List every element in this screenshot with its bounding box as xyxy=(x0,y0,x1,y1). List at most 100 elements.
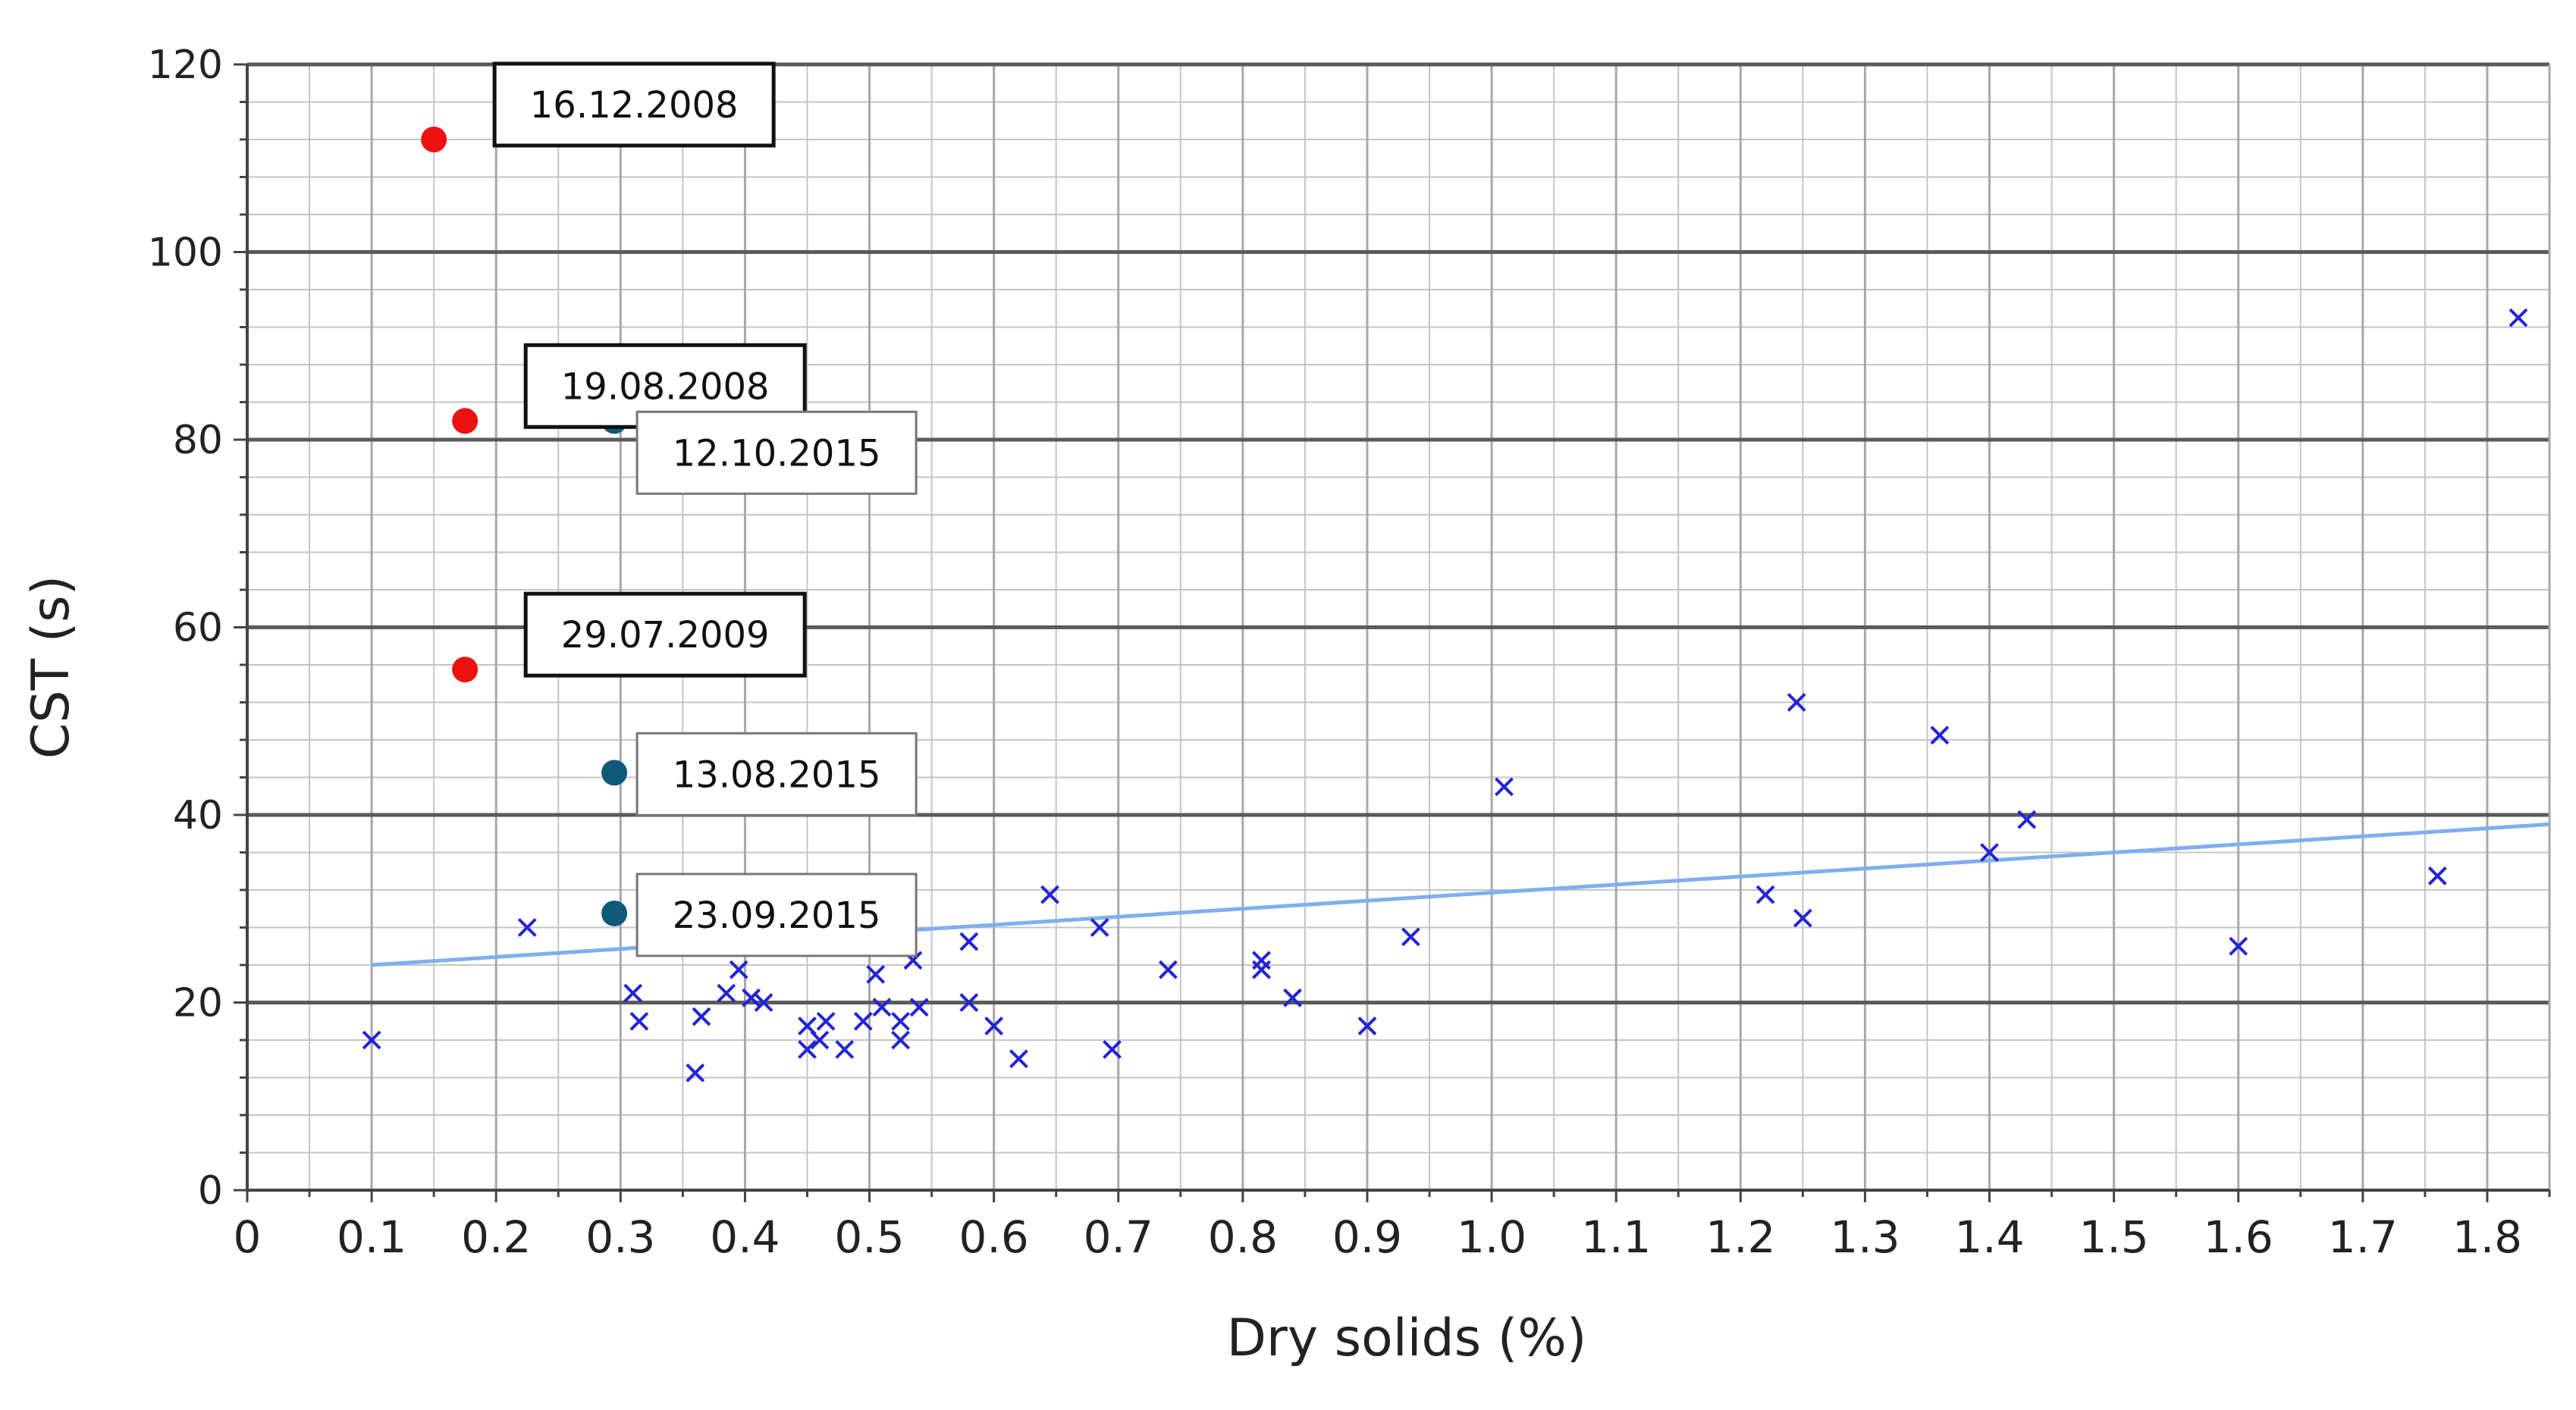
x-marker-point xyxy=(835,1039,855,1059)
x-marker-point xyxy=(853,1011,873,1031)
x-marker-point xyxy=(517,918,537,937)
x-tick-label: 0.9 xyxy=(1332,1211,1402,1263)
x-tick-label: 1.5 xyxy=(2079,1211,2148,1263)
x-tick-label: 1.0 xyxy=(1457,1211,1526,1263)
x-marker-point xyxy=(1158,960,1178,979)
y-tick-label: 60 xyxy=(173,606,223,651)
annotation-box xyxy=(635,410,918,495)
x-marker-point xyxy=(1357,1017,1377,1036)
x-marker-stroke xyxy=(692,1007,711,1026)
y-tick-label: 0 xyxy=(198,1168,223,1214)
x-marker-point xyxy=(891,1030,910,1050)
x-marker-stroke xyxy=(984,1017,1004,1036)
x-marker-point xyxy=(686,1063,705,1083)
annotation-box xyxy=(523,591,807,678)
x-marker-stroke xyxy=(1283,988,1302,1007)
x-marker-point xyxy=(866,964,886,984)
annotation-label: 12.10.2015 xyxy=(673,432,881,475)
annotation-label: 29.07.2009 xyxy=(561,614,770,656)
x-marker-stroke xyxy=(891,1030,910,1050)
x-marker-stroke xyxy=(909,998,929,1017)
x-marker-stroke xyxy=(742,988,761,1007)
tick-labels: 0 20 40 60 80 100 120 0 0.1 0.2 0.3 0.4 0.5 0.6 0.7 0.8… xyxy=(148,42,2522,1263)
annotation-box xyxy=(635,873,918,957)
labelled-2008-2009-point xyxy=(452,408,478,434)
x-marker-point xyxy=(742,988,761,1007)
x-marker-stroke xyxy=(810,1030,830,1050)
x-tick-label: 0.4 xyxy=(710,1211,780,1263)
x-marker-point xyxy=(1793,908,1812,928)
x-marker-stroke xyxy=(629,1011,649,1031)
x-tick-label: 1.6 xyxy=(2204,1211,2273,1263)
x-marker-point xyxy=(717,983,736,1003)
x-tick-label: 0.8 xyxy=(1208,1211,1278,1263)
annotation-label: 19.08.2008 xyxy=(561,365,770,408)
x-marker-point xyxy=(1252,960,1271,979)
x-marker-stroke xyxy=(729,960,748,979)
y-axis-title: CST (s) xyxy=(21,575,81,759)
x-marker-stroke xyxy=(1252,960,1271,979)
annotation-callout: 19.08.2008 xyxy=(523,343,807,429)
x-marker-stroke xyxy=(1009,1049,1028,1069)
y-tick-label: 120 xyxy=(148,42,223,88)
x-tick-label: 0.7 xyxy=(1084,1211,1153,1263)
x-marker-stroke xyxy=(2509,308,2528,327)
x-marker-stroke xyxy=(517,918,537,937)
x-marker-point xyxy=(729,960,748,979)
x-marker-stroke xyxy=(2427,866,2447,885)
y-tick-label: 80 xyxy=(173,418,223,463)
x-marker-point xyxy=(816,1011,836,1031)
x-marker-point xyxy=(909,998,929,1017)
x-tick-label: 0 xyxy=(234,1211,262,1263)
x-tick-label: 1.7 xyxy=(2328,1211,2398,1263)
x-marker-stroke xyxy=(853,1011,873,1031)
x-tick-label: 0.3 xyxy=(585,1211,655,1263)
annotation-callout: 12.10.2015 xyxy=(635,410,918,495)
x-marker-stroke xyxy=(891,1011,910,1031)
x-marker-point xyxy=(2229,936,2248,956)
x-marker-stroke xyxy=(1787,693,1806,712)
x-marker-point xyxy=(1756,885,1775,904)
x-marker-stroke xyxy=(1357,1017,1377,1036)
x-marker-stroke xyxy=(1040,885,1059,904)
x-marker-point xyxy=(1401,927,1420,947)
x-marker-stroke xyxy=(362,1030,381,1050)
x-marker-stroke xyxy=(1980,843,1999,862)
annotation-label: 13.08.2015 xyxy=(673,754,881,796)
x-tick-label: 0.6 xyxy=(959,1211,1029,1263)
annotation-callout: 13.08.2015 xyxy=(635,732,918,816)
annotation-callout: 23.09.2015 xyxy=(635,873,918,957)
x-tick-label: 1.3 xyxy=(1830,1211,1900,1263)
x-marker-stroke xyxy=(866,964,886,984)
x-marker-stroke xyxy=(959,993,979,1012)
x-marker-stroke xyxy=(959,932,979,951)
x-marker-stroke xyxy=(1401,927,1420,947)
axes xyxy=(234,63,2551,1202)
labelled-2008-2009-point xyxy=(421,127,447,152)
x-tick-label: 0.5 xyxy=(834,1211,904,1263)
x-marker-stroke xyxy=(2229,936,2248,956)
x-marker-stroke xyxy=(872,998,892,1017)
x-marker-point xyxy=(891,1011,910,1031)
x-marker-point xyxy=(1103,1039,1122,1059)
x-axis-title: Dry solids (%) xyxy=(1227,1308,1587,1368)
x-marker-stroke xyxy=(2017,810,2037,829)
x-marker-point xyxy=(1009,1049,1028,1069)
x-tick-label: 0.2 xyxy=(461,1211,531,1263)
x-marker-stroke xyxy=(686,1063,705,1083)
x-marker-point xyxy=(2427,866,2447,885)
x-marker-point xyxy=(984,1017,1004,1036)
x-marker-stroke xyxy=(1495,777,1514,797)
x-marker-point xyxy=(2509,308,2528,327)
x-marker-stroke xyxy=(1090,918,1109,937)
x-marker-point xyxy=(362,1030,381,1050)
x-marker-point xyxy=(959,932,979,951)
x-marker-point xyxy=(1283,988,1302,1007)
annotation-box xyxy=(635,732,918,816)
x-marker-point xyxy=(1495,777,1514,797)
x-marker-stroke xyxy=(623,983,643,1003)
annotation-callout: 16.12.2008 xyxy=(492,61,776,148)
y-tick-label: 20 xyxy=(173,981,223,1026)
x-marker-stroke xyxy=(717,983,736,1003)
y-tick-label: 100 xyxy=(148,230,223,276)
